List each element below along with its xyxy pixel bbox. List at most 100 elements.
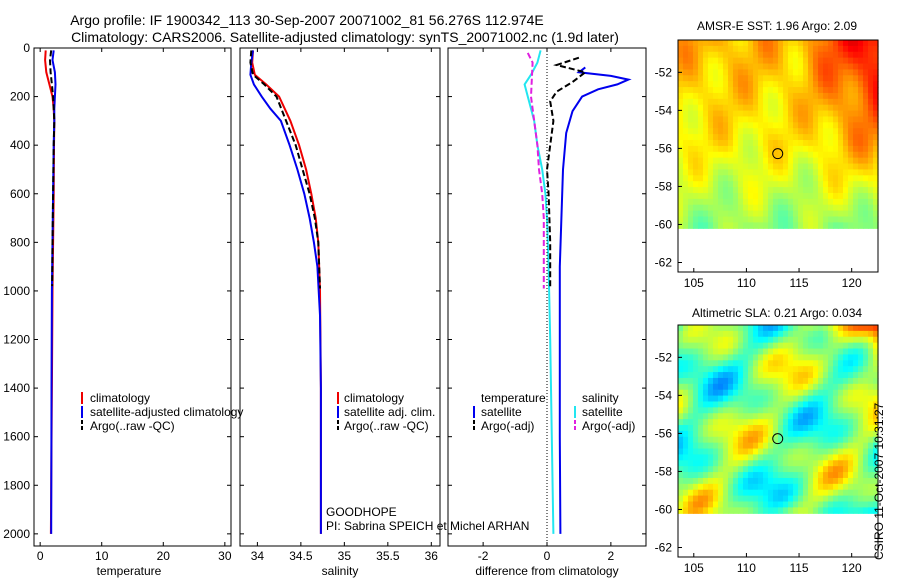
heatmap-cell — [823, 75, 829, 82]
heatmap-cell — [798, 477, 804, 485]
series-line-argo-raw-qc — [48, 50, 56, 287]
heatmap-cell — [758, 330, 764, 338]
heatmap-cell — [813, 472, 819, 479]
y-tick-label: 200 — [10, 90, 30, 104]
heatmap-cell — [813, 63, 819, 71]
heatmap-cell — [688, 157, 694, 165]
heatmap-cell — [798, 175, 804, 182]
heatmap-cell — [698, 466, 704, 473]
series-line-temperature-satellite — [558, 66, 632, 534]
heatmap-cell — [788, 198, 794, 206]
heatmap-cell — [678, 460, 684, 467]
heatmap-cell — [678, 181, 684, 188]
heatmap-cell — [683, 110, 689, 118]
heatmap-cell — [743, 507, 749, 514]
heatmap-cell — [778, 383, 784, 391]
heatmap-cell — [803, 395, 809, 403]
heatmap-cell — [823, 87, 829, 94]
heatmap-cell — [758, 92, 764, 100]
heatmap-cell — [693, 325, 699, 332]
heatmap-cell — [718, 222, 724, 229]
heatmap-cell — [848, 87, 854, 94]
heatmap-cell — [873, 419, 879, 426]
heatmap-cell — [868, 134, 874, 141]
heatmap-cell — [708, 407, 714, 414]
heatmap-cell — [703, 477, 709, 485]
heatmap-cell — [863, 377, 869, 385]
heatmap-cell — [818, 454, 824, 461]
heatmap-cell — [863, 198, 869, 206]
heatmap-cell — [748, 110, 754, 118]
heatmap-cell — [808, 204, 814, 212]
heatmap-cell — [803, 192, 809, 200]
heatmap-cell — [788, 372, 794, 379]
heatmap-cell — [853, 483, 859, 491]
heatmap-cell — [753, 87, 759, 94]
heatmap-cell — [868, 128, 874, 135]
heatmap-cell — [808, 198, 814, 206]
heatmap-cell — [758, 430, 764, 438]
heatmap-cell — [848, 57, 854, 65]
heatmap-cell — [838, 98, 844, 106]
heatmap-cell — [748, 501, 754, 508]
heatmap-cell — [763, 348, 769, 356]
heatmap-cell — [843, 45, 849, 53]
heatmap-cell — [743, 330, 749, 338]
heatmap-cell — [738, 407, 744, 414]
heatmap-cell — [788, 495, 794, 503]
argo-float-marker — [772, 433, 784, 445]
heatmap-cell — [818, 187, 824, 194]
heatmap-cell — [718, 330, 724, 338]
heatmap-cell — [743, 489, 749, 497]
heatmap-cell — [698, 98, 704, 106]
heatmap-cell — [748, 169, 754, 176]
heatmap-cell — [703, 460, 709, 467]
heatmap-cell — [793, 57, 799, 65]
heatmap-cell — [688, 45, 694, 53]
heatmap-cell — [708, 40, 714, 47]
heatmap-cell — [793, 210, 799, 218]
heatmap-cell — [798, 501, 804, 508]
heatmap-cell — [823, 407, 829, 414]
heatmap-cell — [678, 401, 684, 408]
heatmap-cell — [858, 348, 864, 356]
heatmap-cell — [723, 192, 729, 200]
heatmap-cell — [813, 495, 819, 503]
heatmap-cell — [818, 81, 824, 88]
heatmap-cell — [743, 116, 749, 123]
heatmap-cell — [733, 45, 739, 53]
heatmap-cell — [723, 181, 729, 188]
heatmap-cell — [758, 116, 764, 123]
heatmap-cell — [843, 122, 849, 129]
heatmap-cell — [863, 81, 869, 88]
heatmap-cell — [818, 57, 824, 65]
heatmap-cell — [828, 419, 834, 426]
heatmap-cell — [758, 495, 764, 503]
heatmap-cell — [868, 407, 874, 414]
heatmap-cell — [798, 419, 804, 426]
heatmap-cell — [728, 348, 734, 356]
heatmap-cell — [763, 45, 769, 53]
heatmap-cell — [758, 460, 764, 467]
heatmap-cell — [748, 87, 754, 94]
heatmap-cell — [748, 448, 754, 456]
heatmap-cell — [698, 489, 704, 497]
heatmap-cell — [858, 104, 864, 112]
heatmap-cell — [768, 389, 774, 397]
heatmap-cell — [713, 75, 719, 82]
heatmap-cell — [833, 501, 839, 508]
heatmap-cell — [733, 442, 739, 450]
legend-label: Argo(..raw -QC) — [90, 419, 175, 433]
heatmap-cell — [693, 448, 699, 456]
heatmap-cell — [798, 448, 804, 456]
heatmap-cell — [848, 63, 854, 71]
heatmap-cell — [868, 45, 874, 53]
heatmap-cell — [698, 401, 704, 408]
heatmap-cell — [763, 395, 769, 403]
heatmap-cell — [763, 454, 769, 461]
heatmap-cell — [838, 336, 844, 344]
heatmap-cell — [758, 407, 764, 414]
heatmap-cell — [868, 81, 874, 88]
heatmap-cell — [798, 134, 804, 141]
heatmap-cell — [803, 360, 809, 367]
